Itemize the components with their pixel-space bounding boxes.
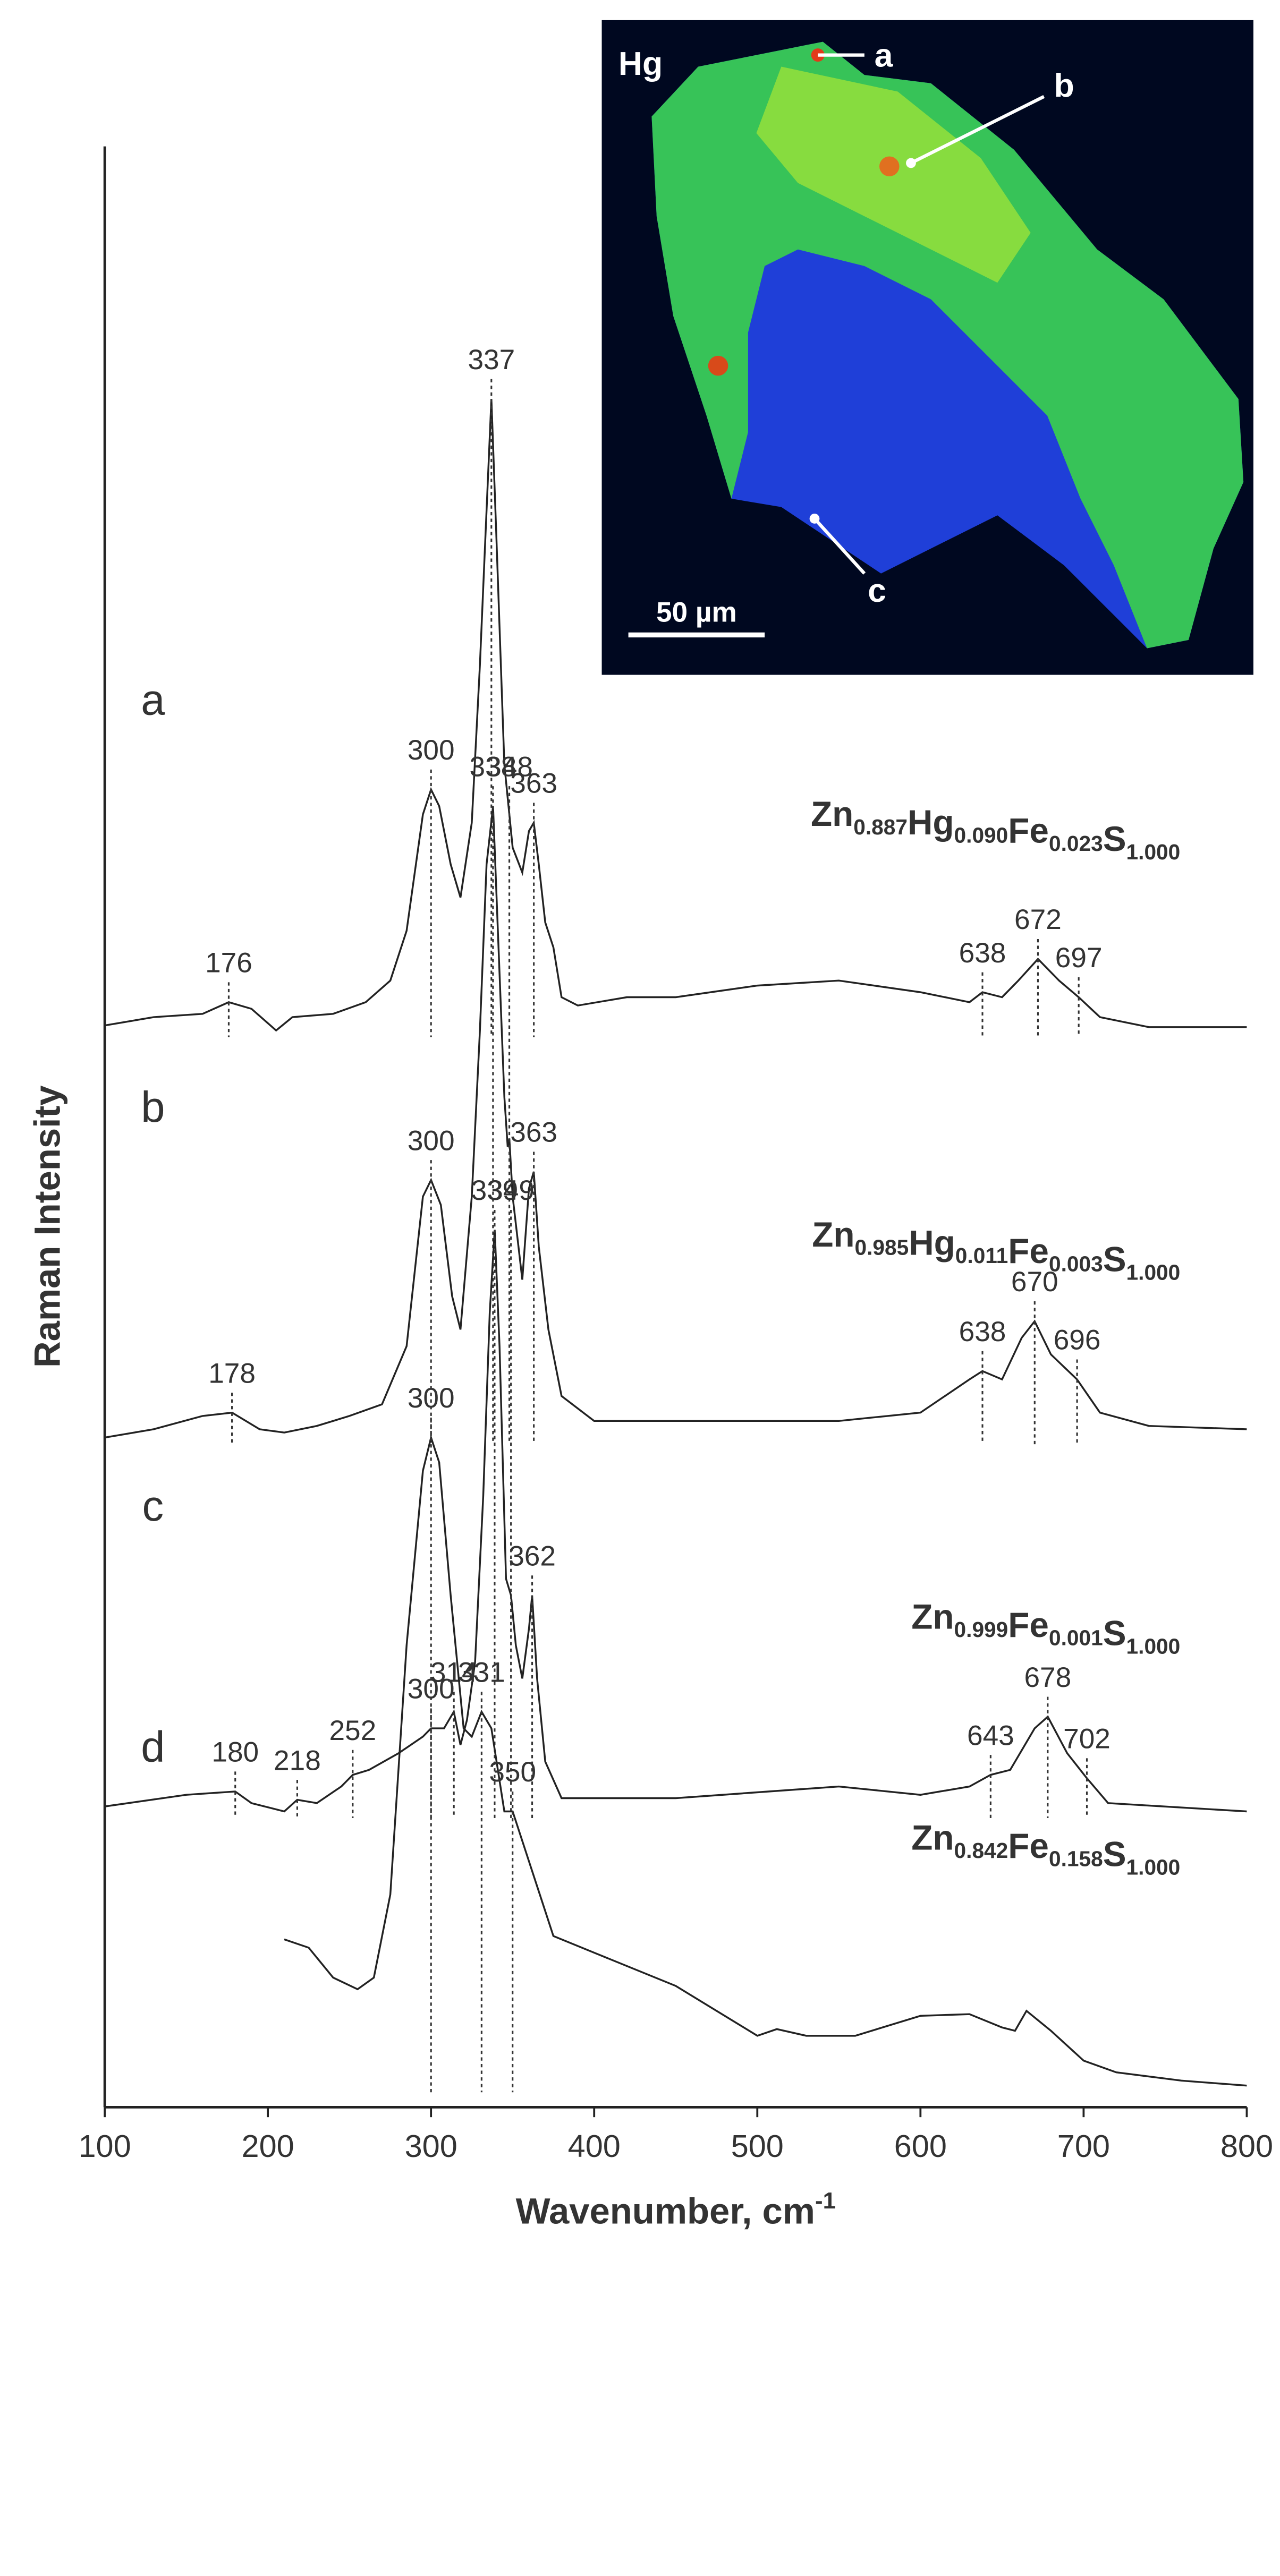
peak-label: 670 [1011, 1266, 1058, 1298]
x-axis-label: Wavenumber, cm-1 [516, 2188, 836, 2231]
formula-element: S [1103, 1614, 1126, 1653]
spectrum-line [284, 1434, 1247, 2087]
formula-subscript: 0.011 [955, 1243, 1008, 1268]
formula-subscript: 0.001 [1049, 1626, 1103, 1650]
scale-bar-label: 50 µm [656, 596, 737, 628]
x-tick-label: 800 [1220, 2128, 1273, 2164]
formula-element: Hg [908, 803, 954, 842]
formula: Zn0.887Hg0.090Fe0.023S1.000 [811, 795, 1180, 864]
formula-subscript: 0.158 [1049, 1847, 1103, 1871]
peak-label: 363 [510, 1117, 557, 1148]
formula-element: S [1103, 820, 1126, 858]
formula-element: Zn [812, 1215, 854, 1254]
formula-element: Zn [911, 1818, 954, 1857]
peak-label: 363 [510, 768, 557, 799]
series-label: b [141, 1083, 165, 1131]
formula-element: S [1103, 1240, 1126, 1279]
series-label: c [142, 1482, 164, 1530]
peak-label: 349 [487, 1175, 535, 1206]
spectrum-line [104, 399, 1247, 1032]
formula-subscript: 0.887 [853, 815, 908, 839]
peak-label: 218 [274, 1745, 321, 1776]
formula-element: Fe [1008, 1232, 1049, 1270]
formula-subscript: 1.000 [1126, 1855, 1181, 1879]
peak-label: 338 [470, 751, 517, 782]
formula-subscript: 0.023 [1049, 831, 1103, 856]
formula-subscript: 0.842 [954, 1838, 1008, 1863]
peak-label: 678 [1024, 1662, 1071, 1693]
peak-label: 638 [959, 1316, 1006, 1347]
peak-label: 696 [1054, 1325, 1101, 1356]
x-tick-label: 500 [731, 2128, 784, 2164]
x-axis-label-text: Wavenumber, cm [516, 2190, 815, 2231]
inset-point-label: c [868, 572, 886, 609]
peak-label: 314 [430, 1657, 478, 1688]
peak-label: 180 [211, 1737, 259, 1768]
inset-label: Hg [618, 45, 663, 82]
peak-label: 300 [408, 1383, 455, 1414]
peak-label: 337 [468, 344, 515, 376]
formula-subscript: 1.000 [1126, 1634, 1181, 1658]
formula-element: Hg [909, 1223, 955, 1262]
inset-point-label: a [875, 37, 894, 74]
peak-label: 348 [486, 751, 533, 782]
formula-subscript: 0.999 [954, 1617, 1008, 1642]
series-label: d [141, 1723, 165, 1771]
formula: Zn0.842Fe0.158S1.000 [911, 1818, 1180, 1879]
peak-label: 643 [967, 1720, 1014, 1751]
formula-subscript: 1.000 [1126, 1260, 1181, 1284]
peak-label: 331 [458, 1657, 505, 1688]
peak-label: 350 [489, 1756, 536, 1788]
x-tick-label: 100 [79, 2128, 131, 2164]
formula-element: Zn [811, 795, 853, 833]
series-label: a [141, 676, 165, 724]
y-axis-label: Raman Intensity [27, 1085, 68, 1368]
peak-label: 178 [208, 1358, 256, 1389]
x-tick-label: 700 [1057, 2128, 1110, 2164]
formula-subscript: 0.003 [1049, 1252, 1103, 1276]
peak-label: 300 [408, 735, 455, 766]
formula-element: Zn [911, 1597, 954, 1636]
peak-label: 362 [508, 1540, 556, 1572]
x-tick-label: 400 [568, 2128, 621, 2164]
formula-element: S [1103, 1835, 1126, 1874]
spectrum-line [104, 806, 1247, 1439]
peak-label: 702 [1063, 1724, 1111, 1755]
peak-label: 672 [1014, 904, 1062, 935]
formula: Zn0.999Fe0.001S1.000 [911, 1597, 1180, 1658]
formula-element: Fe [1008, 812, 1049, 850]
peak-label: 252 [329, 1715, 376, 1746]
peak-label: 697 [1055, 942, 1103, 974]
x-axis-label-sup: -1 [815, 2188, 836, 2214]
peak-label: 339 [471, 1175, 519, 1206]
peak-label: 638 [959, 937, 1006, 969]
formula: Zn0.985Hg0.011Fe0.003S1.000 [812, 1215, 1180, 1285]
formula-subscript: 0.090 [954, 823, 1008, 848]
formula-subscript: 0.985 [854, 1235, 909, 1259]
peak-label: 176 [205, 948, 252, 979]
peak-label: 300 [408, 1125, 455, 1156]
inset-point-label: b [1054, 67, 1074, 104]
x-tick-label: 200 [242, 2128, 294, 2164]
formula-subscript: 1.000 [1126, 840, 1181, 864]
formula-element: Fe [1008, 1606, 1049, 1644]
x-tick-label: 300 [405, 2128, 457, 2164]
inset-image: Hg a b c 50 µm [601, 20, 1253, 675]
x-tick-label: 600 [894, 2128, 947, 2164]
formula-element: Fe [1008, 1827, 1049, 1865]
